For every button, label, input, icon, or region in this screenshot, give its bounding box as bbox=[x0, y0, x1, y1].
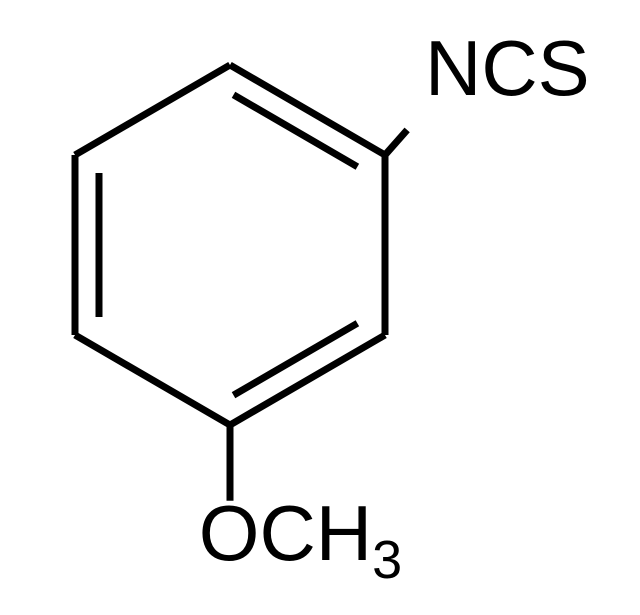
molecule-diagram: NCS OCH3 bbox=[0, 0, 640, 615]
svg-text:NCS: NCS bbox=[425, 24, 590, 112]
svg-text:OCH3: OCH3 bbox=[199, 489, 402, 590]
